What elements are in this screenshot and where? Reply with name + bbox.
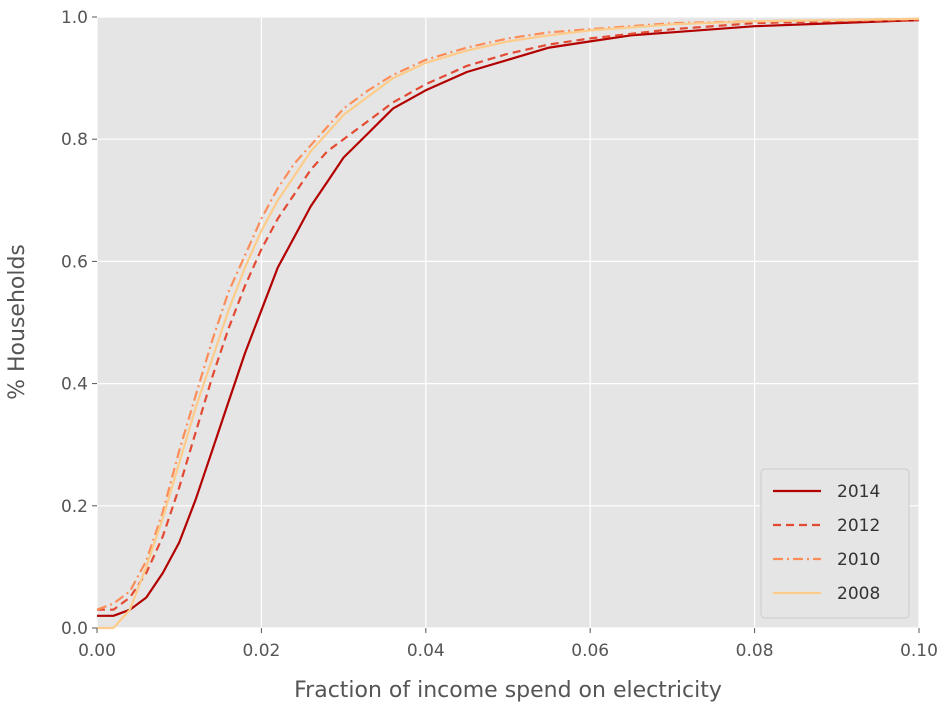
- x-tick-label: 0.02: [242, 641, 280, 661]
- legend-label-2012: 2012: [837, 516, 880, 536]
- series-line-2008: [97, 17, 920, 630]
- y-tick-label: 1.0: [61, 8, 88, 28]
- series-layer: [96, 17, 920, 630]
- x-tick-label: 0.10: [900, 641, 938, 661]
- y-tick-label: 0.6: [61, 252, 88, 272]
- legend-label-2010: 2010: [837, 550, 880, 570]
- legend-box: [760, 468, 910, 619]
- y-axis: 0.0 0.2 0.4 0.6 0.8 1.0: [61, 8, 97, 639]
- x-tick-label: 0.00: [78, 641, 116, 661]
- y-axis-label: % Households: [5, 244, 30, 400]
- y-tick-label: 0.8: [61, 130, 88, 150]
- x-tick-label: 0.04: [407, 641, 445, 661]
- x-axis: 0.00 0.02 0.04 0.06 0.08 0.10: [78, 628, 938, 661]
- x-axis-label: Fraction of income spend on electricity: [294, 678, 722, 703]
- legend-label-2008: 2008: [837, 584, 880, 604]
- series-line-2010: [96, 17, 920, 611]
- y-tick-label: 0.0: [61, 619, 88, 639]
- y-tick-label: 0.4: [61, 375, 88, 395]
- series-line-2012: [97, 19, 920, 611]
- legend-label-2014: 2014: [837, 482, 880, 502]
- legend: 2014 2012 2010 2008: [760, 468, 910, 619]
- x-tick-label: 0.06: [571, 641, 609, 661]
- y-tick-label: 0.2: [61, 497, 88, 517]
- series-line-2014: [97, 19, 920, 617]
- x-tick-label: 0.08: [736, 641, 774, 661]
